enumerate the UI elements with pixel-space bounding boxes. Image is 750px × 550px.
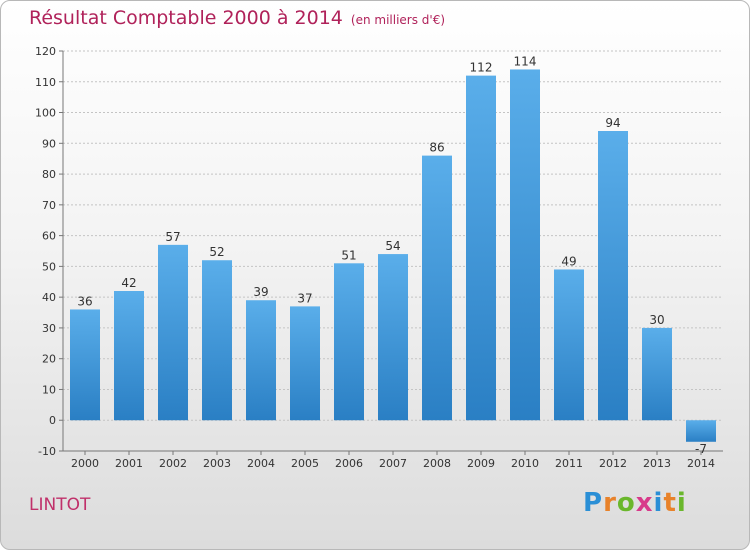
- x-tick-label-2014: 2014: [687, 457, 715, 470]
- x-tick-label-2008: 2008: [423, 457, 451, 470]
- x-tick-label-2006: 2006: [335, 457, 363, 470]
- bar-2014: [686, 420, 716, 442]
- x-tick-label-2005: 2005: [291, 457, 319, 470]
- x-tick-label-2007: 2007: [379, 457, 407, 470]
- y-tick-label: 30: [42, 322, 56, 335]
- data-label-2013: 30: [649, 313, 664, 327]
- bar-2004: [246, 300, 276, 421]
- x-tick-label-2010: 2010: [511, 457, 539, 470]
- x-tick-label-2013: 2013: [643, 457, 671, 470]
- data-label-2009: 112: [470, 61, 493, 75]
- data-label-2001: 42: [121, 276, 136, 290]
- y-tick-label: 90: [42, 137, 56, 150]
- bar-2008: [422, 155, 452, 421]
- x-tick-label-2004: 2004: [247, 457, 275, 470]
- x-tick-label-2000: 2000: [71, 457, 99, 470]
- y-tick-label: 80: [42, 168, 56, 181]
- bar-2006: [334, 263, 364, 421]
- bars: [70, 69, 716, 442]
- data-label-2004: 39: [253, 285, 268, 299]
- bar-2013: [642, 327, 672, 421]
- bar-2000: [70, 309, 100, 421]
- logo-letter: i: [676, 488, 687, 518]
- axes: -10 0 10 20 30 40 50 60 70 80 90 100 110 120 2000 2001 2…: [35, 45, 723, 470]
- data-label-2006: 51: [341, 248, 356, 262]
- y-tick-label: 70: [42, 199, 56, 212]
- y-tick-label: 110: [35, 76, 56, 89]
- bar-2009: [466, 75, 496, 421]
- logo-letter: o: [616, 488, 636, 518]
- bar-2003: [202, 260, 232, 421]
- logo-letter: i: [653, 488, 664, 518]
- x-tick-label-2002: 2002: [159, 457, 187, 470]
- proxiti-logo: Proxiti: [583, 488, 687, 518]
- y-tick-label: 60: [42, 230, 56, 243]
- x-tick-label-2009: 2009: [467, 457, 495, 470]
- bar-2010: [510, 69, 540, 421]
- bar-2007: [378, 254, 408, 421]
- x-tick-label-2003: 2003: [203, 457, 231, 470]
- data-label-2005: 37: [297, 291, 312, 305]
- data-label-2003: 52: [209, 245, 224, 259]
- data-label-2012: 94: [605, 116, 620, 130]
- y-tick-label: -10: [38, 445, 56, 458]
- data-label-2000: 36: [77, 294, 92, 308]
- data-label-2008: 86: [429, 141, 444, 155]
- y-tick-label: 20: [42, 353, 56, 366]
- y-tick-label: 100: [35, 107, 56, 120]
- data-label-2014: -7: [695, 442, 707, 456]
- bar-2002: [158, 244, 188, 421]
- logo-letter: P: [583, 488, 604, 518]
- bar-2011: [554, 269, 584, 421]
- logo-letter: x: [635, 488, 654, 518]
- bar-2012: [598, 131, 628, 421]
- x-tick-label-2012: 2012: [599, 457, 627, 470]
- commune-name: LINTOT: [29, 495, 91, 515]
- chart-title: Résultat Comptable 2000 à 2014 (en millie…: [29, 7, 445, 29]
- x-tick-label-2011: 2011: [555, 457, 583, 470]
- data-label-2011: 49: [561, 254, 576, 268]
- data-label-2002: 57: [165, 230, 180, 244]
- chart-subtitle: (en milliers d'€): [350, 13, 446, 27]
- y-tick-label: 50: [42, 260, 56, 273]
- logo-letter: t: [663, 488, 677, 518]
- y-tick-label: 10: [42, 383, 56, 396]
- y-tick-label: 40: [42, 291, 56, 304]
- data-label-2010: 114: [514, 54, 537, 68]
- data-labels: 36 42 57 52 39 37 51 54 86 112 114 49 94 30 -7: [77, 54, 707, 455]
- x-tick-label-2001: 2001: [115, 457, 143, 470]
- y-tick-label: 120: [35, 45, 56, 58]
- logo-letter: r: [603, 488, 617, 518]
- data-label-2007: 54: [385, 239, 400, 253]
- bar-2001: [114, 291, 144, 421]
- bar-2005: [290, 306, 320, 421]
- chart-title-text: Résultat Comptable 2000 à 2014: [29, 7, 343, 29]
- y-tick-label: 0: [49, 414, 56, 427]
